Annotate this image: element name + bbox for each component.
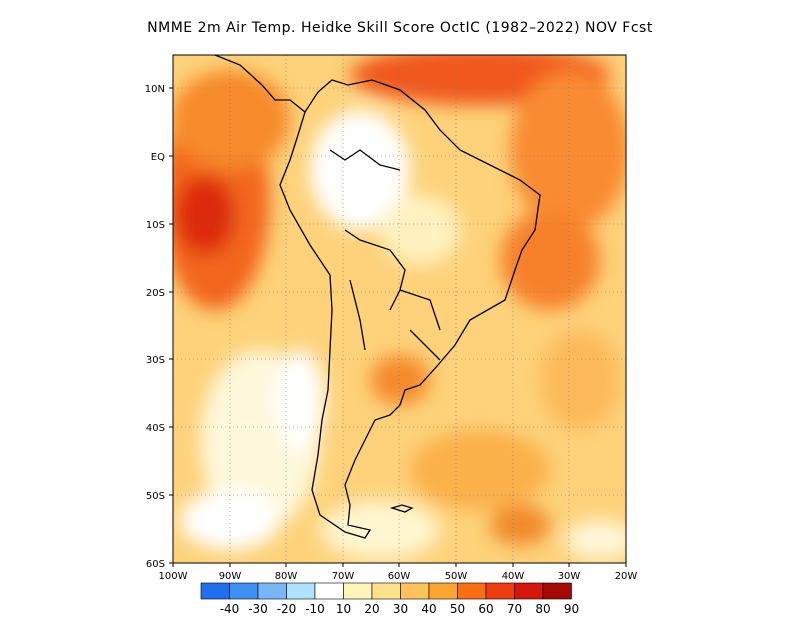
- lon-tick-label: 40W: [502, 571, 525, 582]
- lat-tick-label: 30S: [146, 355, 165, 366]
- lat-tick-label: EQ: [151, 152, 165, 163]
- lat-tick-label: 10N: [145, 84, 165, 95]
- lon-tick-label: 90W: [219, 571, 242, 582]
- lon-tick-label: 60W: [388, 571, 411, 582]
- colorbar-swatch: [257, 582, 287, 600]
- lat-axis-labels: 10N EQ 10S 20S 30S 40S 50S 60S: [145, 84, 165, 570]
- colorbar-label: -40: [220, 602, 240, 616]
- coastlines: [214, 55, 541, 539]
- lon-tick-label: 70W: [332, 571, 355, 582]
- lat-tick-label: 20S: [146, 288, 165, 299]
- colorbar-swatch: [229, 582, 259, 600]
- colorbar-swatch: [542, 582, 572, 600]
- colorbar-label: 80: [535, 602, 550, 616]
- colorbar-swatch: [314, 582, 344, 600]
- colorbar-label: -10: [305, 602, 325, 616]
- gridlines: [173, 55, 626, 563]
- colorbar-swatch: [286, 582, 316, 600]
- colorbar-label: 30: [393, 602, 408, 616]
- colorbar-label: -20: [277, 602, 297, 616]
- lat-tick-label: 60S: [146, 559, 165, 570]
- lon-axis-labels: 100W 90W 80W 70W 60W 50W 40W 30W 20W: [159, 571, 638, 582]
- colorbar-swatch: [457, 582, 487, 600]
- skill-field: [173, 55, 626, 563]
- falklands-outline: [389, 504, 414, 513]
- lon-tick-label: 100W: [159, 571, 188, 582]
- central-america-outline: [214, 55, 306, 113]
- internal-borders: [329, 149, 441, 361]
- lat-tick-label: 50S: [146, 491, 165, 502]
- lon-tick-label: 30W: [558, 571, 581, 582]
- axis-ticks: [169, 87, 627, 567]
- lon-tick-label: 80W: [275, 571, 298, 582]
- colorbar-label: 70: [507, 602, 522, 616]
- colorbar-label: 50: [450, 602, 465, 616]
- lat-tick-label: 10S: [146, 220, 165, 231]
- colorbar-label: 40: [421, 602, 436, 616]
- colorbar: -40 -30 -20 -10 10 20 30 40 50 60 70 80 90: [200, 582, 579, 616]
- colorbar-swatch: [428, 582, 458, 600]
- colorbar-label: 10: [336, 602, 351, 616]
- colorbar-label: 20: [364, 602, 379, 616]
- colorbar-swatch: [343, 582, 373, 600]
- south-america-outline: [279, 79, 541, 539]
- colorbar-swatch: [485, 582, 515, 600]
- lon-tick-label: 20W: [615, 571, 638, 582]
- colorbar-swatch: [514, 582, 544, 600]
- lon-tick-label: 50W: [445, 571, 468, 582]
- colorbar-swatch: [400, 582, 430, 600]
- colorbar-label: 90: [564, 602, 579, 616]
- colorbar-label: -30: [248, 602, 268, 616]
- colorbar-swatch: [200, 582, 230, 600]
- chart-title: NMME 2m Air Temp. Heidke Skill Score Oct…: [147, 20, 653, 36]
- lat-tick-label: 40S: [146, 423, 165, 434]
- colorbar-swatch: [371, 582, 401, 600]
- colorbar-label: 60: [478, 602, 493, 616]
